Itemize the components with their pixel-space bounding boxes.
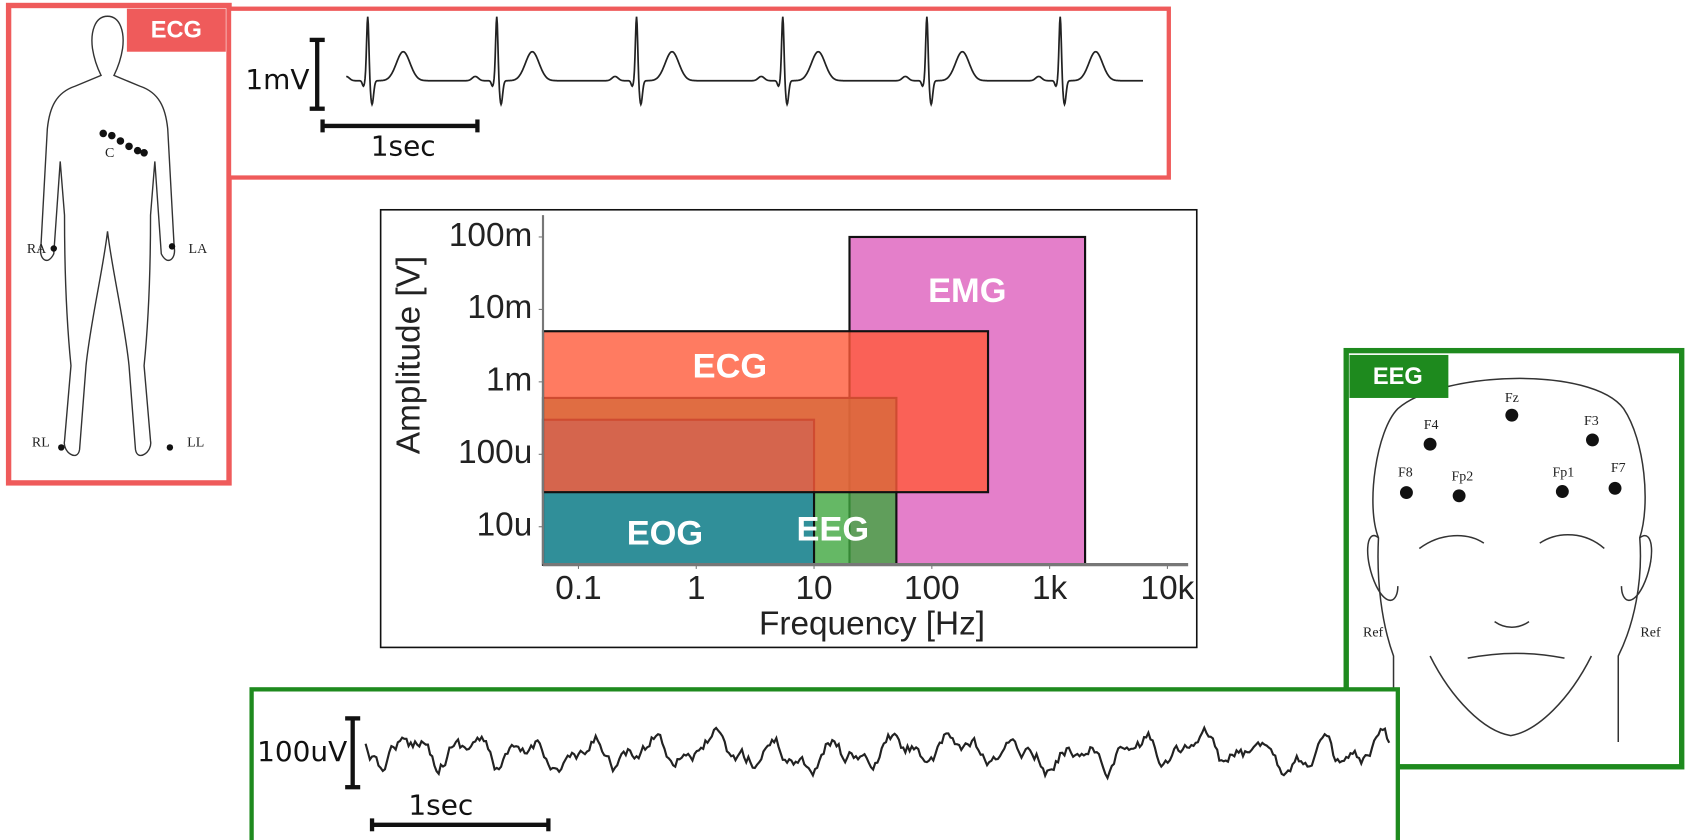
x-axis-label: Frequency [Hz] — [759, 606, 985, 643]
body-label: LL — [187, 435, 204, 450]
ecg-badge: ECG — [151, 18, 202, 44]
ecg-badge-bg — [126, 8, 226, 52]
electrode-label: Fp2 — [1451, 470, 1473, 485]
y-tick-label: 10m — [467, 289, 532, 326]
electrode-label: Ref — [1363, 626, 1384, 641]
electrode-label: Fz — [1505, 391, 1519, 406]
ecg-trace — [346, 16, 1143, 108]
body-label: C — [105, 146, 114, 161]
x-tick-label: 10k — [1141, 570, 1195, 607]
y-tick-label: 100u — [458, 434, 532, 471]
y-axis-label: Amplitude [V] — [391, 256, 428, 454]
electrode-label: Ref — [1640, 626, 1661, 641]
x-tick-label: 1k — [1032, 570, 1068, 607]
body-label: LA — [189, 242, 208, 257]
electrode-label: F3 — [1584, 414, 1599, 429]
region-label: EOG — [627, 515, 703, 553]
x-tick-label: 100 — [904, 570, 960, 607]
y-tick-label: 1m — [486, 362, 532, 399]
y-tick-label: 10u — [477, 507, 533, 544]
region-label: EEG — [796, 510, 869, 548]
region-label: ECG — [693, 347, 768, 385]
region-label: EMG — [928, 272, 1006, 310]
eeg-electrodes — [1399, 408, 1622, 503]
eeg-trace — [364, 724, 1391, 781]
x-tick-label: 0.1 — [555, 570, 601, 607]
electrode-label: F7 — [1611, 461, 1626, 476]
chart: EMG EEG EOG ECG 0.1 1 10 100 1k 10k 10u 100u 1m 10m 10… — [449, 215, 1195, 607]
eeg-badge: EEG — [1373, 364, 1423, 390]
head-outline — [1366, 377, 1653, 743]
eeg-scale — [345, 716, 551, 832]
body-label: RA — [27, 242, 46, 257]
region — [541, 330, 990, 494]
eeg-badge-bg — [1349, 354, 1449, 398]
ecg-scale — [309, 37, 480, 133]
body-electrodes — [50, 129, 176, 451]
ecg-amplitude-label: 1mV — [245, 63, 309, 96]
electrode-label: F8 — [1398, 465, 1413, 480]
body-label: RL — [32, 435, 50, 450]
ecg-time-label: 1sec — [371, 129, 436, 162]
ecg-body-frame — [5, 2, 232, 486]
y-tick-label: 100m — [449, 217, 532, 254]
electrode-label: F4 — [1424, 418, 1439, 433]
x-tick-label: 10 — [796, 570, 833, 607]
eeg-amplitude-label: 100uV — [257, 735, 347, 768]
ecg-strip-frame — [226, 6, 1171, 180]
x-tick-label: 1 — [687, 570, 706, 607]
electrode-label: Fp1 — [1553, 465, 1575, 480]
eeg-strip-frame — [249, 687, 1400, 840]
body-outline — [39, 15, 176, 457]
eeg-time-label: 1sec — [408, 789, 473, 822]
